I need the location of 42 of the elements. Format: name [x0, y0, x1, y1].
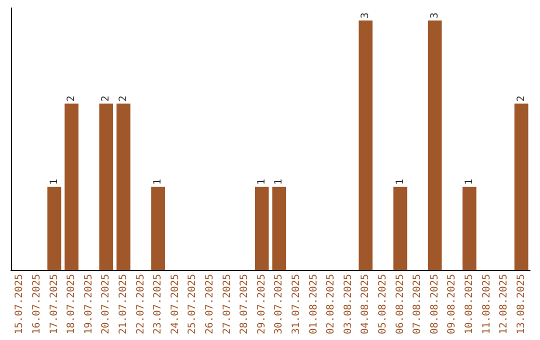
data-label: 2 — [516, 96, 527, 102]
x-tick-label: 11.08.2025 — [481, 274, 492, 334]
data-label: 3 — [360, 12, 372, 18]
x-tick-label: 26.07.2025 — [204, 274, 216, 334]
x-tick-label: 01.08.2025 — [308, 274, 320, 334]
x-tick-label: 10.08.2025 — [464, 274, 475, 334]
data-label: 1 — [394, 178, 406, 185]
x-tick-label: 09.08.2025 — [446, 274, 458, 334]
x-tick-label: 05.08.2025 — [377, 274, 388, 334]
data-label: 1 — [274, 178, 285, 185]
x-tick-label: 04.08.2025 — [360, 274, 372, 334]
data-label: 2 — [100, 96, 112, 102]
x-tick-label: 24.07.2025 — [170, 274, 181, 334]
x-tick-label: 07.08.2025 — [412, 274, 424, 334]
x-tick-label: 12.08.2025 — [498, 274, 510, 334]
data-label: 1 — [48, 178, 60, 185]
x-tick-label: 30.07.2025 — [274, 274, 285, 334]
x-tick-label: 22.07.2025 — [135, 274, 146, 334]
x-tick-label: 28.07.2025 — [239, 274, 250, 334]
x-tick-label: 03.08.2025 — [342, 274, 354, 334]
x-tick-label: 31.07.2025 — [290, 274, 302, 334]
x-tick-label: 20.07.2025 — [100, 274, 112, 334]
x-tick-label: 15.07.2025 — [14, 274, 26, 334]
x-tick-label: 19.07.2025 — [83, 274, 94, 334]
x-tick-label: 02.08.2025 — [326, 274, 337, 334]
data-label: 2 — [66, 96, 78, 102]
data-label: 2 — [118, 96, 129, 102]
data-label: 3 — [429, 12, 440, 18]
x-tick-label: 18.07.2025 — [66, 274, 78, 334]
x-tick-label: 17.07.2025 — [48, 274, 60, 334]
x-tick-label: 23.07.2025 — [152, 274, 164, 334]
x-tick-label: 27.07.2025 — [222, 274, 233, 334]
data-label: 1 — [464, 178, 475, 185]
x-tick-label: 06.08.2025 — [394, 274, 406, 334]
x-tick-label: 25.07.2025 — [187, 274, 198, 334]
x-tick-label: 21.07.2025 — [118, 274, 129, 334]
data-label: 1 — [256, 178, 268, 185]
x-tick-label: 08.08.2025 — [429, 274, 440, 334]
data-label: 1 — [152, 178, 164, 185]
x-tick-label: 16.07.2025 — [31, 274, 42, 334]
x-tick-label: 13.08.2025 — [516, 274, 527, 334]
x-tick-label: 29.07.2025 — [256, 274, 268, 334]
